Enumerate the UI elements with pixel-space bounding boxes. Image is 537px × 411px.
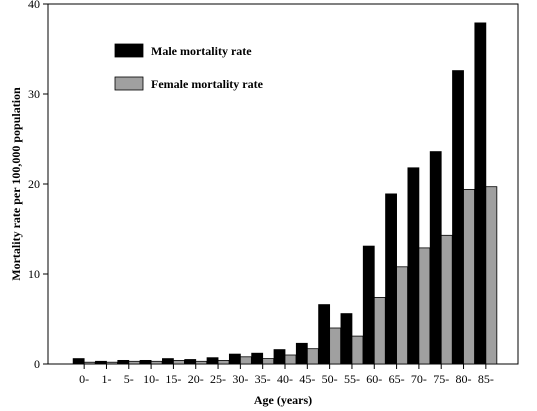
bar-male-55	[340, 313, 353, 365]
bar-female-50	[329, 327, 342, 365]
bar-male-75	[429, 151, 442, 365]
x-tick-label: 55-	[344, 372, 360, 386]
y-tick-label: 10	[28, 267, 40, 281]
bar-female-25	[217, 359, 230, 365]
x-tick-label: 50-	[322, 372, 338, 386]
x-axis-title: Age (years)	[254, 393, 312, 407]
bar-male-15	[162, 358, 174, 365]
x-tick-label: 25-	[210, 372, 226, 386]
bar-female-60	[373, 296, 386, 365]
x-tick-label: 30-	[232, 372, 248, 386]
x-tick-label: 70-	[411, 372, 427, 386]
legend-label-male: Male mortality rate	[151, 44, 252, 58]
bar-female-5	[128, 360, 141, 365]
bar-male-40	[273, 349, 286, 365]
x-tick-label: 60-	[366, 372, 382, 386]
bar-female-45	[306, 348, 319, 365]
x-axis: 0- 1- 5- 10- 15- 20- 25- 30- 35- 40- 45- 50- 55- 60- 6…	[79, 364, 494, 386]
x-tick-label: 80-	[456, 372, 472, 386]
bar-male-60	[362, 245, 375, 365]
x-tick-label: 85-	[478, 372, 494, 386]
bar-male-45	[295, 342, 308, 365]
bar-female-40	[284, 354, 297, 365]
bar-male-25	[206, 357, 219, 365]
x-tick-label: 20-	[188, 372, 204, 386]
x-tick-label: 75-	[433, 372, 449, 386]
bar-female-80	[463, 188, 475, 365]
bar-female-70	[418, 247, 431, 365]
bar-female-35	[262, 358, 275, 365]
legend: Male mortality rate Female mortality rat…	[114, 43, 264, 91]
x-tick-label: 1-	[101, 372, 111, 386]
x-tick-label: 45-	[299, 372, 315, 386]
x-tick-label: 5-	[124, 372, 134, 386]
bar-female-85	[485, 186, 498, 365]
bar-male-50	[318, 304, 331, 365]
bar-female-75	[440, 234, 453, 365]
bar-female-55	[351, 335, 364, 365]
bar-male-35	[251, 352, 264, 365]
x-tick-label: 15-	[165, 372, 181, 386]
legend-label-female: Female mortality rate	[151, 77, 264, 91]
bar-male-30	[228, 353, 241, 365]
bar-female-10	[150, 360, 163, 365]
bar-female-65	[396, 266, 408, 365]
bar-series-group	[72, 22, 498, 365]
legend-swatch-male	[114, 43, 144, 58]
y-tick-label: 30	[28, 87, 40, 101]
x-tick-label: 40-	[277, 372, 293, 386]
y-tick-label: 20	[28, 177, 40, 191]
x-tick-label: 0-	[79, 372, 89, 386]
x-tick-label: 35-	[255, 372, 271, 386]
bar-female-0	[83, 361, 96, 365]
bar-male-5	[117, 359, 130, 365]
bar-male-80	[452, 70, 464, 365]
y-axis-title: Mortality rate per 100,000 population	[9, 87, 23, 281]
bar-male-20	[184, 359, 197, 365]
bar-male-10	[139, 359, 152, 365]
bar-female-15	[173, 359, 185, 365]
legend-swatch-female	[114, 76, 144, 91]
y-axis: 0 10 20 30 40	[28, 0, 48, 371]
bar-male-85	[474, 22, 487, 365]
x-tick-label: 10-	[143, 372, 159, 386]
bar-female-20	[195, 360, 208, 365]
bar-male-1	[95, 360, 107, 365]
y-tick-label: 0	[34, 357, 40, 371]
x-tick-label: 65-	[389, 372, 405, 386]
bar-male-0	[72, 358, 85, 365]
bar-male-65	[385, 193, 397, 365]
y-tick-label: 40	[28, 0, 40, 11]
bar-female-1	[106, 361, 118, 365]
bar-male-70	[407, 167, 420, 365]
bar-female-30	[239, 356, 252, 365]
